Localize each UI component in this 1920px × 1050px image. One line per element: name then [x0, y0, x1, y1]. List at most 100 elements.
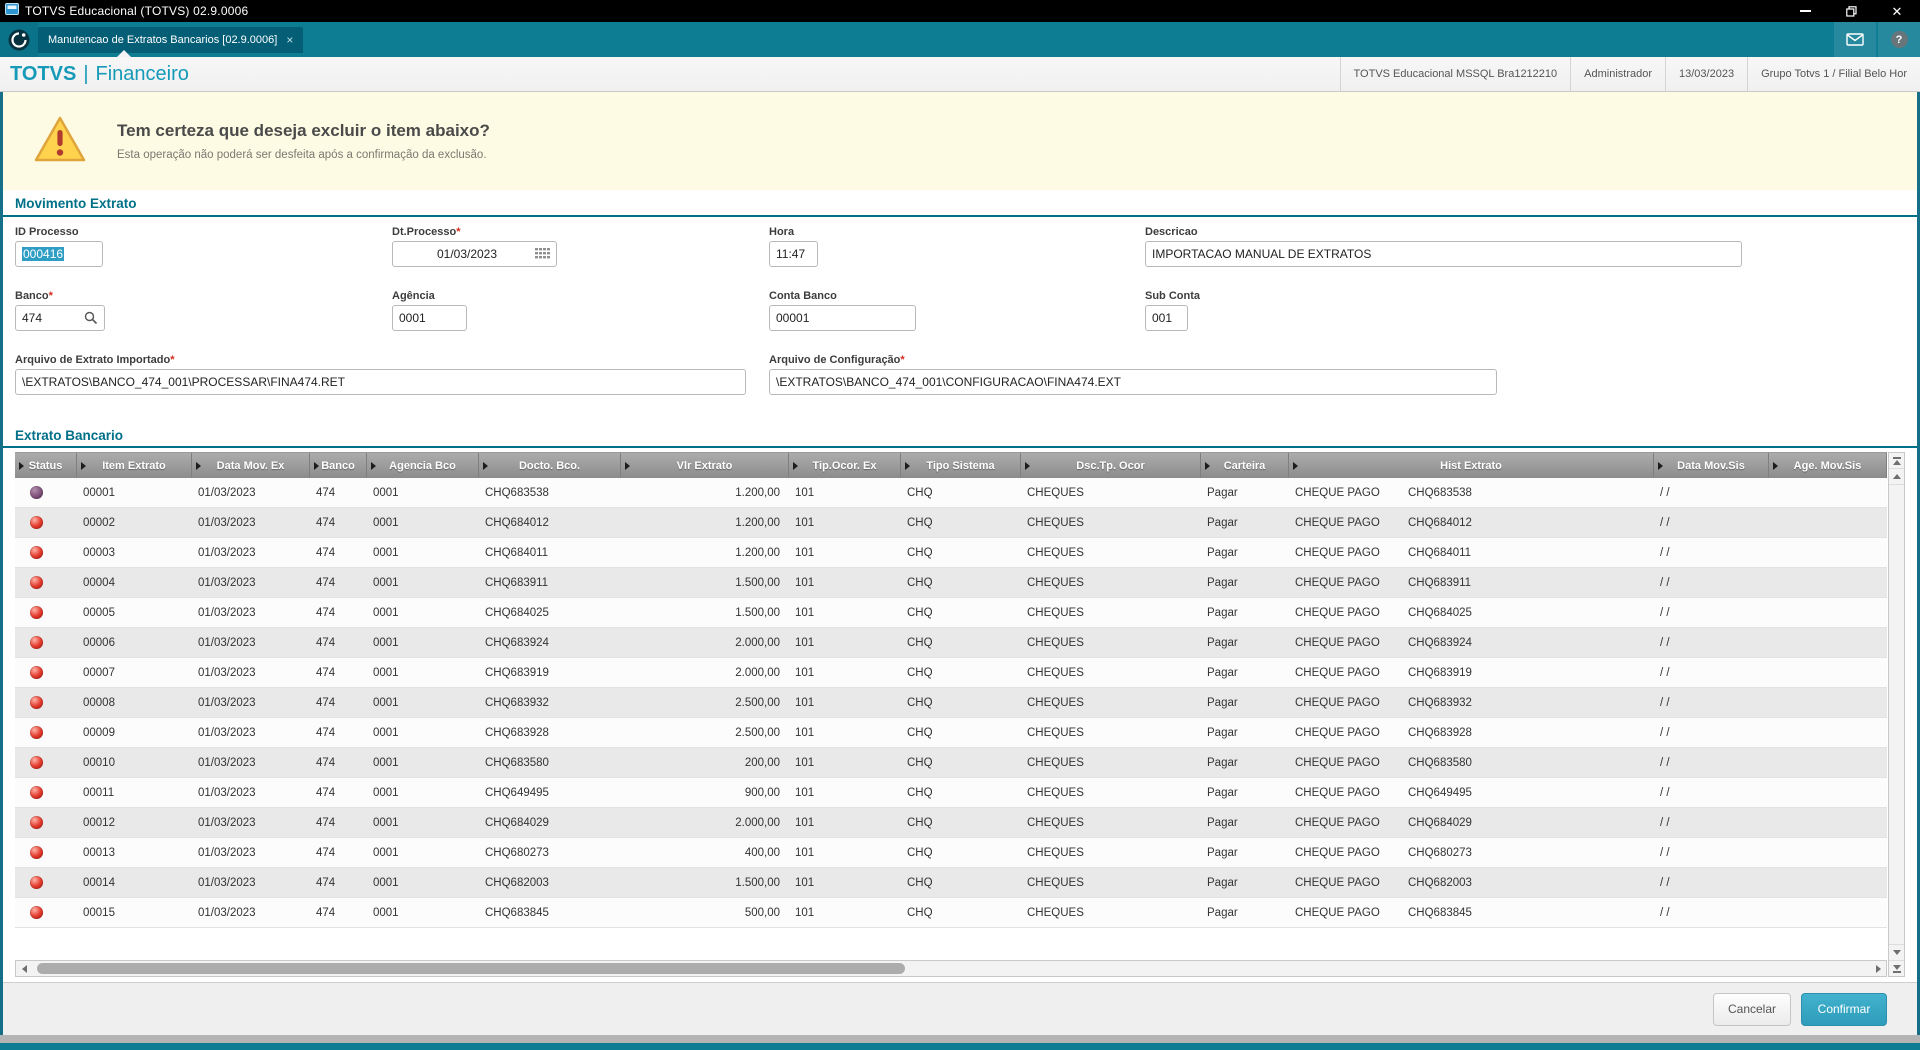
sub-conta-input[interactable]: 001: [1145, 305, 1188, 331]
column-header-status[interactable]: Status: [15, 453, 77, 478]
horizontal-scrollbar[interactable]: [15, 960, 1887, 977]
id-processo-input[interactable]: 000416: [15, 241, 103, 267]
totvs-logo[interactable]: [0, 22, 38, 57]
scroll-top-button[interactable]: [1889, 453, 1904, 469]
restore-button[interactable]: [1828, 0, 1874, 22]
table-row[interactable]: 00012 01/03/2023 474 0001 CHQ684029 2.000,00 1…: [15, 808, 1887, 838]
table-row[interactable]: 00011 01/03/2023 474 0001 CHQ649495 900,00 101…: [15, 778, 1887, 808]
help-button[interactable]: ?: [1878, 22, 1920, 57]
column-header-data[interactable]: Data Mov. Ex: [192, 453, 310, 478]
dt-processo-input[interactable]: 01/03/2023: [392, 241, 557, 267]
column-header-docto[interactable]: Docto. Bco.: [479, 453, 621, 478]
cell-banco: 474: [316, 906, 336, 919]
table-row[interactable]: 00013 01/03/2023 474 0001 CHQ680273 400,00 101…: [15, 838, 1887, 868]
cell-tip: 101: [795, 876, 815, 889]
cell-item: 00012: [83, 816, 115, 829]
cell-dsc: CHEQUES: [1027, 846, 1084, 859]
calendar-icon[interactable]: [535, 248, 550, 260]
cell-carteira: Pagar: [1207, 816, 1238, 829]
cell-tip: 101: [795, 636, 815, 649]
cell-banco: 474: [316, 756, 336, 769]
column-header-hist[interactable]: Hist Extrato: [1289, 453, 1654, 478]
scroll-bottom-button[interactable]: [1889, 960, 1904, 976]
field-conta-banco: Conta Banco 00001: [769, 290, 916, 331]
arquivo-extrato-input[interactable]: \EXTRATOS\BANCO_474_001\PROCESSAR\FINA47…: [15, 369, 746, 395]
cell-banco: 474: [316, 546, 336, 559]
column-header-dsc[interactable]: Dsc.Tp. Ocor: [1021, 453, 1201, 478]
scroll-down-button[interactable]: [1889, 944, 1904, 960]
cell-item: 00004: [83, 576, 115, 589]
tab-manutencao-extratos[interactable]: Manutencao de Extratos Bancarios [02.9.0…: [38, 27, 304, 53]
table-row[interactable]: 00014 01/03/2023 474 0001 CHQ682003 1.500,00 1…: [15, 868, 1887, 898]
vertical-scroll-track[interactable]: [1889, 485, 1904, 944]
dt-processo-label: Dt.Processo: [392, 226, 457, 238]
arquivo-config-input[interactable]: \EXTRATOS\BANCO_474_001\CONFIGURACAO\FIN…: [769, 369, 1497, 395]
hist-description: CHEQUE PAGO: [1295, 516, 1380, 529]
cell-status: [15, 898, 77, 927]
table-row[interactable]: 00001 01/03/2023 474 0001 CHQ683538 1.200,00 1…: [15, 478, 1887, 508]
cell-status: [15, 658, 77, 687]
column-header-age_sis[interactable]: Age. Mov.Sis: [1769, 453, 1887, 478]
cell-age_sis: [1769, 868, 1887, 897]
cell-data_sis: / /: [1660, 606, 1670, 619]
scroll-right-button[interactable]: [1870, 961, 1886, 976]
table-row[interactable]: 00006 01/03/2023 474 0001 CHQ683924 2.000,00 1…: [15, 628, 1887, 658]
column-header-item[interactable]: Item Extrato: [77, 453, 192, 478]
scroll-up-button[interactable]: [1889, 469, 1904, 485]
mail-button[interactable]: [1834, 22, 1876, 57]
agencia-input[interactable]: 0001: [392, 305, 467, 331]
cell-docto: CHQ683919: [485, 666, 549, 679]
cell-hist: CHEQUE PAGO CHQ683924: [1289, 628, 1654, 657]
column-header-agencia[interactable]: Agencia Bco: [367, 453, 479, 478]
column-header-data_sis[interactable]: Data Mov.Sis: [1654, 453, 1769, 478]
close-button[interactable]: ✕: [1874, 0, 1920, 22]
table-row[interactable]: 00008 01/03/2023 474 0001 CHQ683932 2.500,00 1…: [15, 688, 1887, 718]
column-header-tip[interactable]: Tip.Ocor. Ex: [789, 453, 901, 478]
tab-close-icon[interactable]: ×: [286, 33, 294, 47]
cell-data: 01/03/2023: [198, 876, 256, 889]
column-header-vlr[interactable]: Vlr Extrato: [621, 453, 789, 478]
conta-banco-input[interactable]: 00001: [769, 305, 916, 331]
column-header-tipo[interactable]: Tipo Sistema: [901, 453, 1021, 478]
cell-dsc: CHEQUES: [1027, 636, 1084, 649]
warning-message: Esta operação não poderá ser desfeita ap…: [117, 149, 487, 161]
table-row[interactable]: 00005 01/03/2023 474 0001 CHQ684025 1.500,00 1…: [15, 598, 1887, 628]
cell-carteira: Pagar: [1207, 846, 1238, 859]
table-row[interactable]: 00003 01/03/2023 474 0001 CHQ684011 1.200,00 1…: [15, 538, 1887, 568]
confirm-button[interactable]: Confirmar: [1801, 992, 1887, 1026]
cell-data: 01/03/2023: [198, 906, 256, 919]
cell-agencia: 0001: [373, 846, 399, 859]
search-icon[interactable]: [84, 311, 98, 325]
cell-tipo: CHQ: [907, 636, 933, 649]
minimize-button[interactable]: [1782, 0, 1828, 22]
hist-document: CHQ683538: [1408, 486, 1472, 499]
grid-empty-space: [15, 928, 1887, 960]
table-row[interactable]: 00004 01/03/2023 474 0001 CHQ683911 1.500,00 1…: [15, 568, 1887, 598]
table-row[interactable]: 00009 01/03/2023 474 0001 CHQ683928 2.500,00 1…: [15, 718, 1887, 748]
cell-data: 01/03/2023: [198, 666, 256, 679]
cancel-button[interactable]: Cancelar: [1713, 992, 1791, 1026]
vertical-scrollbar[interactable]: [1888, 452, 1905, 977]
banco-input[interactable]: 474: [15, 305, 105, 331]
table-row[interactable]: 00015 01/03/2023 474 0001 CHQ683845 500,00 101…: [15, 898, 1887, 928]
cell-agencia: 0001: [373, 876, 399, 889]
client-area: Tem certeza que deseja excluir o item ab…: [0, 92, 1920, 1035]
cell-tipo: CHQ: [907, 696, 933, 709]
cell-vlr: 1.500,00: [735, 876, 780, 889]
cell-dsc: CHEQUES: [1027, 666, 1084, 679]
app-icon: [5, 2, 19, 20]
cell-item: 00014: [83, 876, 115, 889]
cell-agencia: 0001: [373, 816, 399, 829]
table-row[interactable]: 00010 01/03/2023 474 0001 CHQ683580 200,00 101…: [15, 748, 1887, 778]
column-header-banco[interactable]: Banco: [310, 453, 367, 478]
descricao-input[interactable]: IMPORTACAO MANUAL DE EXTRATOS: [1145, 241, 1742, 267]
hora-input[interactable]: 11:47: [769, 241, 818, 267]
cell-age_sis: [1769, 688, 1887, 717]
horizontal-scroll-thumb[interactable]: [37, 963, 905, 974]
table-row[interactable]: 00002 01/03/2023 474 0001 CHQ684012 1.200,00 1…: [15, 508, 1887, 538]
table-row[interactable]: 00007 01/03/2023 474 0001 CHQ683919 2.000,00 1…: [15, 658, 1887, 688]
column-header-carteira[interactable]: Carteira: [1201, 453, 1289, 478]
cell-docto: CHQ680273: [485, 846, 549, 859]
cell-age_sis: [1769, 838, 1887, 867]
scroll-left-button[interactable]: [16, 961, 32, 976]
